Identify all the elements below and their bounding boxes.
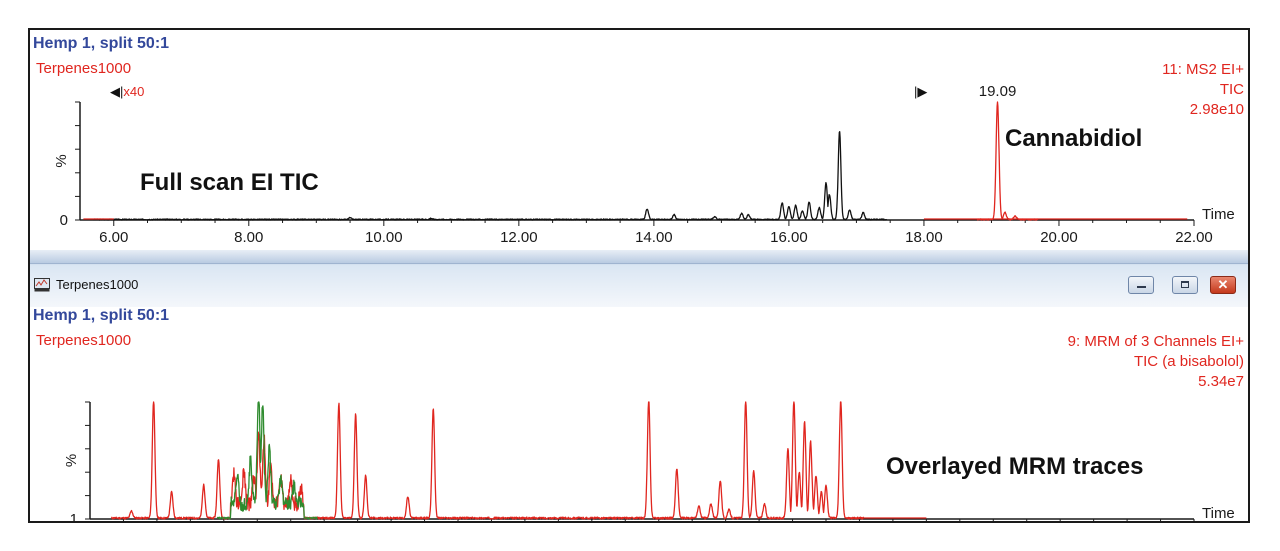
full-scan-pane: Hemp 1, split 50:1 Terpenes1000 11: MS2 … — [30, 30, 1248, 250]
info-line: TIC — [1219, 81, 1244, 98]
maximize-button[interactable] — [1172, 276, 1198, 294]
info-block: 11: MS2 EI+ TIC 2.98e10 — [1162, 60, 1244, 120]
chart-plot: 6.00 8.00 10.00 12.00 14.00 16.00 18.00 20.00 22… — [63, 401, 1235, 523]
mrm-y-axis-label: % — [63, 454, 80, 467]
full-scan-x-tick-label: 18.00 — [905, 229, 943, 246]
full-scan-y-axis-label: % — [53, 154, 70, 167]
chromatogram-window-icon — [34, 278, 50, 292]
full-scan-trace-2 — [976, 101, 1039, 221]
full-scan-x-tick-label: 12.00 — [500, 229, 538, 246]
chart-title: Hemp 1, split 50:1 — [33, 307, 170, 324]
full-scan-x-tick-label: 8.00 — [234, 229, 263, 246]
close-icon: ✕ — [1217, 277, 1229, 292]
mrm-y-tick-label: 1 — [70, 511, 78, 523]
close-button[interactable]: ✕ — [1210, 276, 1236, 294]
full-scan-trace-1 — [93, 131, 888, 221]
info-block: 9: MRM of 3 Channels EI+ TIC (a bisabolo… — [1068, 332, 1244, 392]
full-scan-x-axis-label: Time — [1202, 206, 1235, 223]
zoom-label: x40 — [123, 84, 145, 99]
info-line: 11: MS2 EI+ — [1162, 61, 1244, 78]
info-line: 2.98e10 — [1189, 101, 1244, 118]
minimize-icon — [1137, 286, 1146, 288]
full-scan-x-tick-label: 14.00 — [635, 229, 673, 246]
maximize-icon — [1181, 281, 1189, 288]
titlebar-separator — [30, 250, 1248, 264]
chart-title: Hemp 1, split 50:1 — [33, 35, 170, 52]
compound-label: Cannabidiol — [1005, 125, 1143, 152]
full-scan-y-tick-label: 0 — [60, 212, 68, 229]
mrm-trace-2 — [216, 401, 318, 520]
window-title: Terpenes1000 — [56, 277, 139, 292]
minimize-button[interactable] — [1128, 276, 1154, 294]
mrm-x-axis-label: Time — [1202, 505, 1235, 522]
info-line: 9: MRM of 3 Channels EI+ — [1067, 333, 1244, 350]
sample-name: Terpenes1000 — [36, 332, 132, 349]
mrm-pane: Hemp 1, split 50:1 Terpenes1000 9: MRM o… — [30, 307, 1248, 521]
full-scan-x-tick-label: 16.00 — [770, 229, 808, 246]
full-scan-x-tick-label: 6.00 — [99, 229, 128, 246]
peak-time-label: 19.09 — [979, 83, 1017, 100]
chart-plot: 6.00 8.00 10.00 12.00 14.00 16.00 18.00 20.00 22… — [53, 83, 1235, 246]
full-scan-x-tick-label: 10.00 — [365, 229, 403, 246]
info-line: 5.34e7 — [1198, 373, 1244, 390]
description-label: Overlayed MRM traces — [886, 453, 1144, 480]
range-start-icon: ◀| — [110, 84, 124, 99]
window-titlebar[interactable]: Terpenes1000 ✕ — [30, 250, 1248, 307]
description-label: Full scan EI TIC — [140, 169, 319, 196]
sample-name: Terpenes1000 — [36, 60, 132, 77]
range-end-icon: |▶ — [914, 84, 928, 99]
mrm-trace-1 — [110, 401, 865, 520]
zoom-marker: ◀|x40 — [110, 84, 144, 100]
full-scan-x-tick-label: 20.00 — [1040, 229, 1078, 246]
chromatogram-frame: Hemp 1, split 50:1 Terpenes1000 11: MS2 … — [28, 28, 1250, 523]
info-line: TIC (a bisabolol) — [1133, 353, 1244, 370]
full-scan-x-tick-label: 22.00 — [1175, 229, 1213, 246]
